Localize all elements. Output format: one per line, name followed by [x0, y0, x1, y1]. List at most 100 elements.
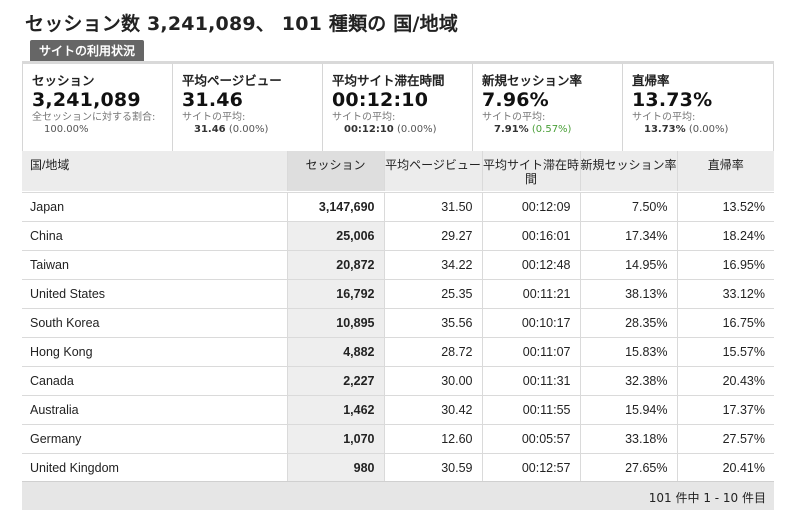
cell-bounce: 33.12% [676, 278, 774, 308]
cell-bounce: 17.37% [676, 394, 774, 424]
metric-label: 平均ページビュー [182, 73, 282, 88]
metric-label: 新規セッション率 [482, 73, 583, 88]
cell-newsessions: 7.50% [579, 191, 677, 221]
table-row: China 25,006 29.27 00:16:01 17.34% 18.24% [22, 220, 774, 250]
metric-value: 31.46 [182, 89, 244, 111]
table-row: United Kingdom 980 30.59 00:12:57 27.65% 20.4… [22, 452, 774, 482]
table-row: South Korea 10,895 35.56 00:10:17 28.35% 16.7… [22, 307, 774, 337]
cell-sessions: 1,462 [286, 394, 384, 424]
cell-duration: 00:05:57 [481, 423, 580, 453]
table-row: Taiwan 20,872 34.22 00:12:48 14.95% 16.95% [22, 249, 774, 279]
metric-site-average: 00:12:10 (0.00%) [344, 124, 437, 135]
cell-duration: 00:12:09 [481, 191, 580, 221]
cell-country[interactable]: South Korea [22, 307, 287, 337]
metric-value: 7.96% [482, 89, 549, 111]
cell-country[interactable]: Hong Kong [22, 336, 287, 366]
cell-pageviews: 30.42 [383, 394, 482, 424]
cell-pageviews: 29.27 [383, 220, 482, 250]
cell-sessions: 25,006 [286, 220, 384, 250]
cell-country[interactable]: Canada [22, 365, 287, 395]
cell-sessions: 16,792 [286, 278, 384, 308]
column-header-bounce-rate[interactable]: 直帰率 [676, 151, 774, 191]
cell-duration: 00:10:17 [481, 307, 580, 337]
column-header-sessions[interactable]: セッション [286, 151, 384, 191]
cell-country[interactable]: Australia [22, 394, 287, 424]
metric-caption: サイトの平均: [482, 112, 546, 123]
cell-newsessions: 33.18% [579, 423, 677, 453]
cell-newsessions: 15.83% [579, 336, 677, 366]
metric-site-average: 13.73% (0.00%) [644, 124, 729, 135]
cell-bounce: 18.24% [676, 220, 774, 250]
cell-bounce: 27.57% [676, 423, 774, 453]
cell-pageviews: 25.35 [383, 278, 482, 308]
metric-sessions[interactable]: セッション 3,241,089 全セッションに対する割合: 100.00% [23, 64, 173, 151]
cell-newsessions: 38.13% [579, 278, 677, 308]
cell-pageviews: 31.50 [383, 191, 482, 221]
pagination-info: 101 件中 1 - 10 件目 [648, 491, 766, 505]
metric-percent-of-total: 100.00% [44, 124, 89, 135]
cell-bounce: 20.41% [676, 452, 774, 482]
metric-caption: サイトの平均: [332, 112, 396, 123]
metric-value: 00:12:10 [332, 89, 429, 111]
cell-pageviews: 30.00 [383, 365, 482, 395]
cell-newsessions: 14.95% [579, 249, 677, 279]
metric-pageviews[interactable]: 平均ページビュー 31.46 サイトの平均: 31.46 (0.00%) [173, 64, 323, 151]
metric-new-sessions[interactable]: 新規セッション率 7.96% サイトの平均: 7.91% (0.57%) [473, 64, 623, 151]
cell-duration: 00:11:07 [481, 336, 580, 366]
table-row: Japan 3,147,690 31.50 00:12:09 7.50% 13.52% [22, 191, 774, 221]
metric-caption: サイトの平均: [632, 112, 696, 123]
cell-newsessions: 32.38% [579, 365, 677, 395]
tab-site-usage[interactable]: サイトの利用状況 [30, 40, 145, 62]
table-row: Australia 1,462 30.42 00:11:55 15.94% 17.37% [22, 394, 774, 424]
cell-bounce: 15.57% [676, 336, 774, 366]
cell-country[interactable]: Japan [22, 191, 287, 221]
cell-duration: 00:11:55 [481, 394, 580, 424]
metric-duration[interactable]: 平均サイト滞在時間 00:12:10 サイトの平均: 00:12:10 (0.0… [323, 64, 473, 151]
cell-duration: 00:12:48 [481, 249, 580, 279]
cell-sessions: 4,882 [286, 336, 384, 366]
metric-caption: 全セッションに対する割合: [32, 112, 156, 123]
metric-label: 平均サイト滞在時間 [332, 73, 445, 88]
metric-label: 直帰率 [632, 73, 670, 88]
table-row: Germany 1,070 12.60 00:05:57 33.18% 27.57% [22, 423, 774, 453]
cell-pageviews: 35.56 [383, 307, 482, 337]
metric-site-average: 31.46 (0.00%) [194, 124, 269, 135]
cell-sessions: 2,227 [286, 365, 384, 395]
metrics-summary: セッション 3,241,089 全セッションに対する割合: 100.00% 平均… [22, 64, 774, 151]
column-header-duration[interactable]: 平均サイト滞在時間 [481, 151, 580, 191]
cell-country[interactable]: United Kingdom [22, 452, 287, 482]
cell-bounce: 16.95% [676, 249, 774, 279]
cell-sessions: 10,895 [286, 307, 384, 337]
cell-country[interactable]: China [22, 220, 287, 250]
cell-newsessions: 27.65% [579, 452, 677, 482]
cell-country[interactable]: Taiwan [22, 249, 287, 279]
cell-newsessions: 17.34% [579, 220, 677, 250]
cell-sessions: 20,872 [286, 249, 384, 279]
cell-duration: 00:11:21 [481, 278, 580, 308]
cell-newsessions: 15.94% [579, 394, 677, 424]
cell-newsessions: 28.35% [579, 307, 677, 337]
table-row: United States 16,792 25.35 00:11:21 38.13% 33… [22, 278, 774, 308]
cell-country[interactable]: Germany [22, 423, 287, 453]
cell-duration: 00:16:01 [481, 220, 580, 250]
metric-site-average: 7.91% (0.57%) [494, 124, 572, 135]
country-table: 国/地域 セッション 平均ページビュー 平均サイト滞在時間 新規セッション率 直… [22, 151, 774, 482]
cell-bounce: 13.52% [676, 191, 774, 221]
metric-value: 13.73% [632, 89, 713, 111]
tab-divider [22, 61, 774, 64]
cell-pageviews: 30.59 [383, 452, 482, 482]
cell-sessions: 1,070 [286, 423, 384, 453]
cell-bounce: 20.43% [676, 365, 774, 395]
cell-sessions: 980 [286, 452, 384, 482]
column-header-new-sessions[interactable]: 新規セッション率 [579, 151, 677, 191]
metric-bounce-rate[interactable]: 直帰率 13.73% サイトの平均: 13.73% (0.00%) [623, 64, 773, 151]
column-header-pageviews[interactable]: 平均ページビュー [383, 151, 482, 191]
metric-label: セッション [32, 73, 95, 88]
cell-duration: 00:12:57 [481, 452, 580, 482]
page-title: セッション数 3,241,089、 101 種類の 国/地域 [25, 13, 459, 35]
cell-pageviews: 12.60 [383, 423, 482, 453]
cell-sessions: 3,147,690 [286, 191, 384, 221]
column-header-country[interactable]: 国/地域 [22, 151, 287, 191]
cell-country[interactable]: United States [22, 278, 287, 308]
cell-pageviews: 34.22 [383, 249, 482, 279]
